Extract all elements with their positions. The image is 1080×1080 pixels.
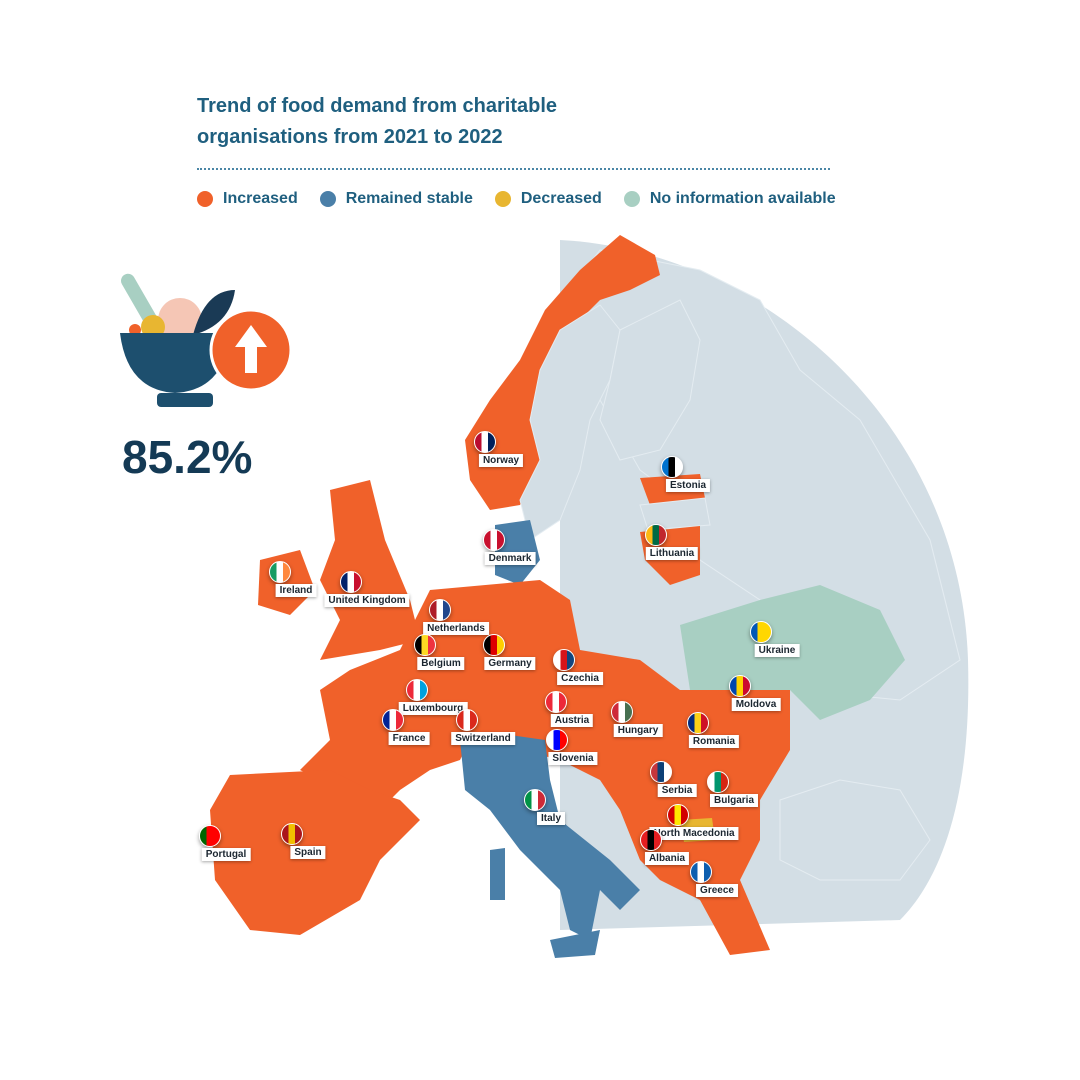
legend-item-increased: Increased xyxy=(197,190,298,208)
stat-percentage: 85.2% xyxy=(122,431,253,483)
country-label-austria: Austria xyxy=(550,714,594,727)
flag-lithuania-icon xyxy=(645,524,667,546)
country-label-romania: Romania xyxy=(688,735,740,748)
country-label-united-kingdom: United Kingdom xyxy=(324,594,410,607)
flag-greece-icon xyxy=(690,861,712,883)
island-sicily xyxy=(550,930,600,958)
country-label-czechia: Czechia xyxy=(557,672,603,685)
country-label-germany: Germany xyxy=(484,657,536,670)
country-label-netherlands: Netherlands xyxy=(423,622,489,635)
flag-spain-icon xyxy=(281,823,303,845)
country-italy xyxy=(460,735,640,940)
country-finland xyxy=(599,299,701,461)
flag-belgium-icon xyxy=(414,634,436,656)
country-label-north-macedonia: North Macedonia xyxy=(649,827,739,840)
island-sardinia xyxy=(490,848,505,900)
flag-netherlands-icon xyxy=(429,599,451,621)
flag-bulgaria-icon xyxy=(707,771,729,793)
flag-luxembourg-icon xyxy=(406,679,428,701)
country-label-moldova: Moldova xyxy=(731,698,781,711)
legend-item-no-info: No information available xyxy=(623,190,836,208)
flag-portugal-icon xyxy=(199,825,221,847)
country-label-belgium: Belgium xyxy=(417,657,465,670)
country-label-albania: Albania xyxy=(644,852,690,865)
country-label-bulgaria: Bulgaria xyxy=(709,794,759,807)
flag-albania-icon xyxy=(640,829,662,851)
country-label-spain: Spain xyxy=(290,846,326,859)
flag-moldova-icon xyxy=(729,675,751,697)
legend-label-no-info: No information available xyxy=(649,190,836,207)
country-label-slovenia: Slovenia xyxy=(548,752,598,765)
country-label-norway: Norway xyxy=(478,454,524,467)
map-title: Trend of food demand from charitable org… xyxy=(197,91,837,153)
flag-north-macedonia-icon xyxy=(667,804,689,826)
legend-swatch-no-info xyxy=(623,191,640,207)
flag-italy-icon xyxy=(524,789,546,811)
legend-swatch-decreased xyxy=(494,191,511,207)
country-latvia xyxy=(639,497,711,531)
flag-czechia-icon xyxy=(553,649,575,671)
country-ireland xyxy=(258,550,315,615)
country-label-greece: Greece xyxy=(696,884,738,897)
flag-denmark-icon xyxy=(483,529,505,551)
legend-label-increased: Increased xyxy=(223,190,298,207)
flag-united-kingdom-icon xyxy=(340,571,362,593)
country-label-estonia: Estonia xyxy=(665,479,711,492)
flag-serbia-icon xyxy=(650,761,672,783)
country-label-france: France xyxy=(388,732,430,745)
country-label-serbia: Serbia xyxy=(657,784,697,797)
flag-slovenia-icon xyxy=(546,729,568,751)
flag-romania-icon xyxy=(687,712,709,734)
legend-swatch-increased xyxy=(197,191,213,207)
country-label-lithuania: Lithuania xyxy=(645,547,699,560)
land-east xyxy=(779,779,931,881)
legend-item-stable: Remained stable xyxy=(319,190,473,208)
flag-germany-icon xyxy=(483,634,505,656)
flag-ukraine-icon xyxy=(750,621,772,643)
title-divider xyxy=(197,168,830,170)
country-uk xyxy=(320,480,420,660)
country-norway xyxy=(465,235,660,510)
legend-swatch-stable xyxy=(319,191,336,207)
flag-austria-icon xyxy=(545,691,567,713)
flag-estonia-icon xyxy=(661,456,683,478)
flag-france-icon xyxy=(382,709,404,731)
legend-label-stable: Remained stable xyxy=(345,190,473,207)
country-label-luxembourg: Luxembourg xyxy=(398,702,468,715)
flag-ireland-icon xyxy=(269,561,291,583)
country-label-hungary: Hungary xyxy=(613,724,663,737)
title-line-1: Trend of food demand from charitable xyxy=(197,95,558,117)
country-label-portugal: Portugal xyxy=(201,848,251,861)
country-label-ireland: Ireland xyxy=(275,584,317,597)
flag-switzerland-icon xyxy=(456,709,478,731)
legend-label-decreased: Decreased xyxy=(520,190,602,207)
flag-hungary-icon xyxy=(611,701,633,723)
title-line-2: organisations from 2021 to 2022 xyxy=(197,126,503,148)
country-label-switzerland: Switzerland xyxy=(451,732,515,745)
legend-item-decreased: Decreased xyxy=(494,190,602,208)
country-label-italy: Italy xyxy=(536,812,566,825)
country-label-ukraine: Ukraine xyxy=(754,644,800,657)
legend: Increased Remained stable Decreased No i… xyxy=(197,190,836,208)
flag-norway-icon xyxy=(474,431,496,453)
country-label-denmark: Denmark xyxy=(484,552,536,565)
bowl-with-up-arrow-icon xyxy=(120,273,293,407)
